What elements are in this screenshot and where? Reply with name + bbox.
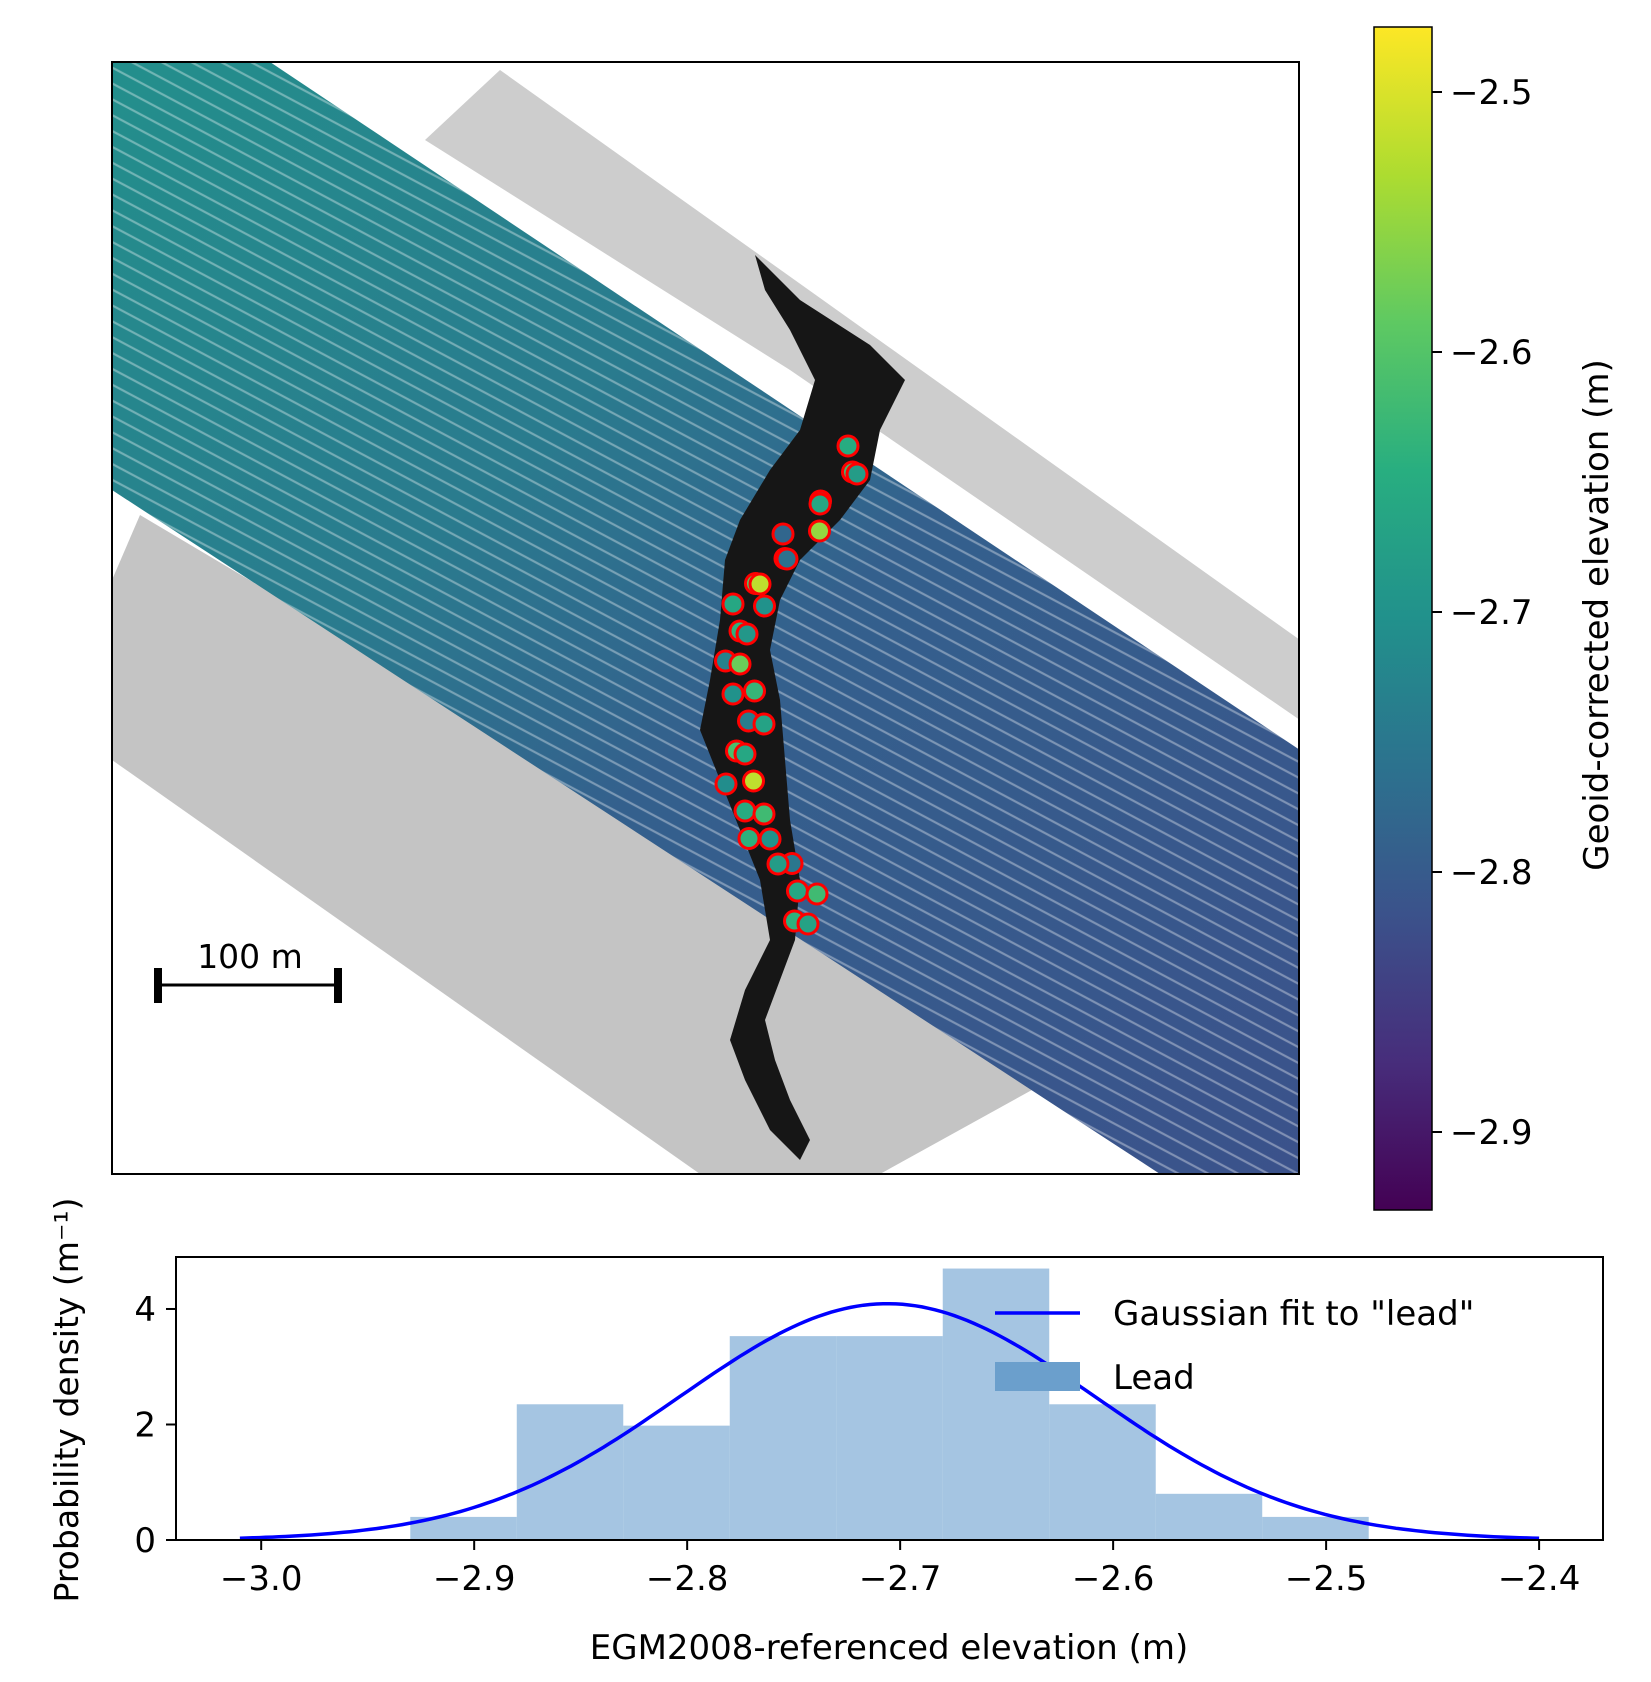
lead-marker [845, 462, 869, 486]
x-tick-label: −2.8 [646, 1559, 729, 1599]
lead-marker [733, 799, 757, 823]
colorbar-tick-label: −2.9 [1450, 1113, 1533, 1153]
lead-elevation-markers [714, 434, 869, 936]
x-tick-label: −2.9 [433, 1559, 516, 1599]
histogram-bar [836, 1336, 943, 1540]
histogram-bar [1262, 1516, 1369, 1540]
lead-marker [714, 772, 738, 796]
lead-marker [752, 802, 776, 826]
scale-bar: 100 m [154, 937, 342, 1003]
map-frame [111, 61, 1300, 1175]
lead-marker [728, 652, 752, 676]
colorbar: −2.5 −2.6 −2.7 −2.8 −2.9 Geoid-corrected ele… [1373, 26, 1617, 1211]
colorbar-tick-label: −2.7 [1450, 593, 1533, 633]
histogram-bar [729, 1336, 837, 1540]
histogram-plot-area: −3.0 −2.9 −2.8 −2.7 −2.6 −2.5 −2.4 0 2 4 EGM2008… [47, 1198, 1604, 1668]
colorbar-label: Geoid-corrected elevation (m) [1577, 359, 1617, 871]
colorbar-tick-label: −2.6 [1450, 333, 1533, 373]
x-tick-label: −2.6 [1072, 1559, 1155, 1599]
lead-marker [752, 712, 776, 736]
histogram-bar [410, 1516, 517, 1540]
lead-marker [721, 682, 745, 706]
histogram-bar [516, 1404, 624, 1540]
lead-marker [771, 522, 795, 546]
lead-marker [758, 827, 782, 851]
y-tick-label: 2 [134, 1405, 156, 1445]
lead-marker [786, 879, 809, 903]
histogram-x-axis-label: EGM2008-referenced elevation (m) [590, 1628, 1189, 1668]
legend-gaussian-label: Gaussian fit to "lead" [1113, 1294, 1474, 1334]
lead-marker [742, 769, 765, 793]
gaussian-fit-line [239, 1301, 1540, 1540]
lead-marker [733, 742, 757, 766]
lead-marker [737, 827, 761, 850]
histogram-y-axis-ticks: 0 2 4 [134, 1290, 176, 1561]
lead-marker [721, 592, 745, 616]
ice-imagery-lower-fade [112, 760, 700, 1174]
lead-marker [796, 912, 820, 936]
lead-marker [766, 852, 790, 876]
lead-marker [748, 572, 772, 596]
colorbar-tick-label: −2.8 [1450, 853, 1533, 893]
y-tick-label: 4 [134, 1290, 156, 1330]
histogram-bar [623, 1425, 730, 1540]
legend-lead-swatch [995, 1362, 1080, 1391]
lead-marker [805, 882, 829, 906]
histogram-y-axis-label: Probability density (m⁻¹) [47, 1198, 86, 1603]
colorbar-ticks: −2.5 −2.6 −2.7 −2.8 −2.9 [1432, 73, 1533, 1153]
x-tick-label: −3.0 [220, 1559, 303, 1599]
lead-marker [753, 594, 776, 618]
lead-marker [735, 622, 759, 646]
histogram-bar [1049, 1404, 1156, 1540]
histogram-bar [942, 1268, 1050, 1540]
lead-marker [808, 492, 832, 516]
scale-bar-label: 100 m [197, 937, 303, 976]
lead-marker [808, 519, 831, 543]
histogram-x-axis-ticks: −3.0 −2.9 −2.8 −2.7 −2.6 −2.5 −2.4 [220, 1540, 1580, 1599]
legend-lead-label: Lead [1113, 1358, 1195, 1398]
x-tick-label: −2.4 [1498, 1559, 1581, 1599]
lead-marker [743, 679, 766, 703]
colorbar-gradient [1373, 26, 1433, 1211]
map-panel [112, 62, 1299, 1174]
x-tick-label: −2.7 [859, 1559, 942, 1599]
legend: Gaussian fit to "lead" Lead [995, 1294, 1474, 1398]
y-tick-label: 0 [134, 1521, 156, 1561]
histogram-frame [175, 1256, 1604, 1541]
elevation-swath-stripes [112, 62, 1299, 1174]
lead-marker [775, 547, 799, 571]
histogram-bar [1155, 1493, 1263, 1540]
lead-marker [836, 434, 860, 458]
colorbar-tick-label: −2.5 [1450, 73, 1533, 113]
x-tick-label: −2.5 [1285, 1559, 1368, 1599]
